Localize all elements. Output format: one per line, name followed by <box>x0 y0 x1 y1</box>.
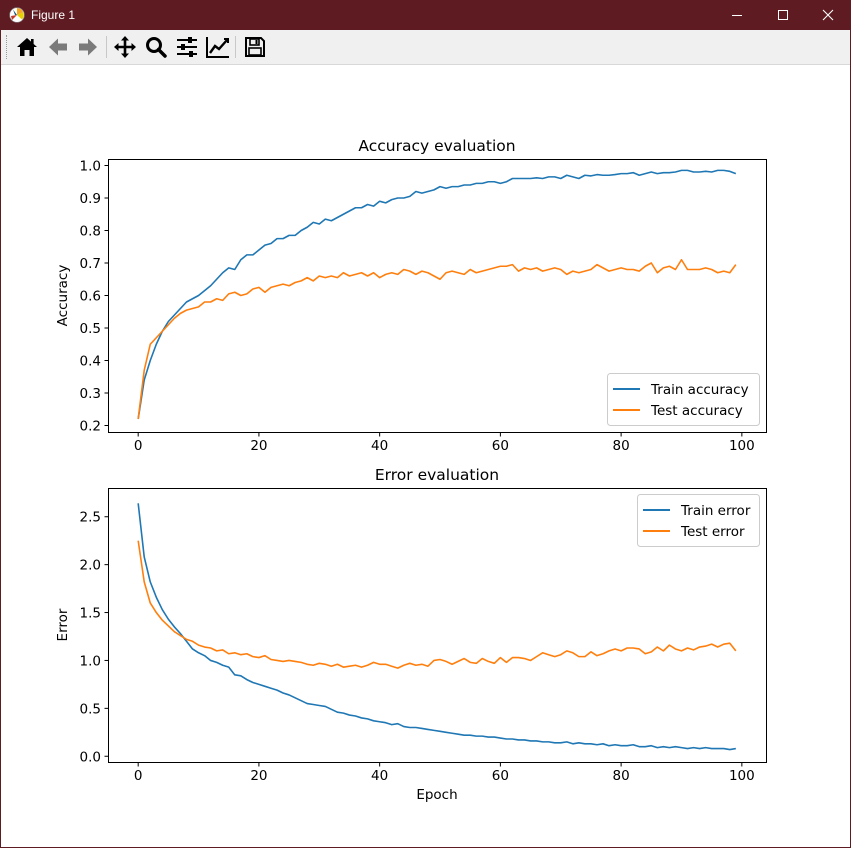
y-tick-label: 1.5 <box>80 606 101 622</box>
x-tick-label: 20 <box>250 768 267 784</box>
edit-axis-button[interactable] <box>204 33 232 61</box>
y-tick-label: 0.8 <box>80 224 101 240</box>
y-axis-label: Accuracy <box>55 265 71 327</box>
y-tick-label: 0.9 <box>80 191 101 207</box>
legend: Train error Test error <box>637 494 760 547</box>
line-chart-icon <box>205 35 231 59</box>
x-axis-label: Epoch <box>416 787 457 803</box>
maximize-icon <box>777 6 789 25</box>
toolbar-separator <box>235 36 236 58</box>
navigation-toolbar <box>1 30 850 65</box>
legend-label: Test error <box>680 524 745 540</box>
x-tick-label: 60 <box>492 768 509 784</box>
plot-canvas: 0 20 40 60 80 100 0.2 0.3 0.4 0.5 0.6 0.7 0.8 0.9 1.0 A… <box>55 137 767 803</box>
x-tick-label: 100 <box>729 438 755 454</box>
y-tick-label: 0.3 <box>80 386 101 402</box>
close-icon <box>822 6 834 25</box>
series-line-test-error <box>137 540 737 669</box>
window-title: Figure 1 <box>31 8 76 22</box>
axes-error: 0 20 40 60 80 100 0.0 0.5 1.0 1.5 2.0 2.5 Error eval… <box>55 466 767 803</box>
legend: Train accuracy Test accuracy <box>607 373 760 426</box>
toolbar-grip[interactable] <box>6 35 10 59</box>
axes-frame <box>108 488 767 763</box>
save-button[interactable] <box>241 33 269 61</box>
matplotlib-logo-icon <box>9 7 25 23</box>
x-tick-label: 0 <box>134 438 143 454</box>
y-axis-label: Error <box>55 608 71 641</box>
y-tick-label: 0.5 <box>80 701 101 717</box>
home-icon <box>15 35 39 59</box>
pan-move-icon <box>113 35 137 59</box>
y-tick-label: 0.6 <box>80 289 101 305</box>
y-tick-label: 2.0 <box>80 558 101 574</box>
x-tick-label: 40 <box>371 768 388 784</box>
legend-label: Test accuracy <box>650 403 743 419</box>
zoom-button[interactable] <box>142 33 170 61</box>
x-tick-label: 80 <box>613 768 630 784</box>
minimize-icon <box>731 6 743 25</box>
figure-canvas[interactable]: 0 20 40 60 80 100 0.2 0.3 0.4 0.5 0.6 0.7 0.8 0.9 1.0 A… <box>1 65 850 847</box>
axes-title: Error evaluation <box>375 466 499 484</box>
series-line-train-error <box>137 503 736 751</box>
configure-subplots-button[interactable] <box>173 33 201 61</box>
forward-arrow-icon <box>76 35 100 59</box>
minimize-button[interactable] <box>714 1 760 30</box>
forward-button[interactable] <box>74 33 102 61</box>
x-tick-label: 0 <box>134 768 143 784</box>
x-tick-label: 60 <box>492 438 509 454</box>
series-line-test-accuracy <box>137 258 737 420</box>
back-arrow-icon <box>46 35 70 59</box>
legend-label: Train error <box>680 503 751 519</box>
back-button[interactable] <box>44 33 72 61</box>
x-tick-label: 80 <box>613 438 630 454</box>
y-tick-label: 2.5 <box>80 510 101 526</box>
legend-label: Train accuracy <box>650 382 749 398</box>
y-tick-label: 1.0 <box>80 653 101 669</box>
title-bar[interactable]: Figure 1 <box>1 1 850 30</box>
home-button[interactable] <box>13 33 41 61</box>
legend-box <box>637 494 760 547</box>
x-tick-label: 40 <box>371 438 388 454</box>
maximize-button[interactable] <box>760 1 806 30</box>
y-tick-label: 0.5 <box>80 321 101 337</box>
sliders-icon <box>175 35 199 59</box>
axes-title: Accuracy evaluation <box>358 137 515 155</box>
axes-accuracy: 0 20 40 60 80 100 0.2 0.3 0.4 0.5 0.6 0.7 0.8 0.9 1.0 A… <box>55 137 767 454</box>
y-tick-label: 0.2 <box>80 419 101 435</box>
x-tick-label: 100 <box>729 768 755 784</box>
zoom-magnifier-icon <box>144 35 168 59</box>
pan-button[interactable] <box>111 33 139 61</box>
close-button[interactable] <box>805 1 850 30</box>
x-tick-label: 20 <box>250 438 267 454</box>
y-tick-label: 0.0 <box>80 749 101 765</box>
toolbar-separator <box>106 36 107 58</box>
y-tick-label: 0.4 <box>80 354 101 370</box>
y-tick-label: 1.0 <box>80 159 101 175</box>
floppy-disk-icon <box>243 35 267 59</box>
legend-box <box>607 373 760 426</box>
y-tick-label: 0.7 <box>80 256 101 272</box>
series-line-train-accuracy <box>137 169 737 420</box>
